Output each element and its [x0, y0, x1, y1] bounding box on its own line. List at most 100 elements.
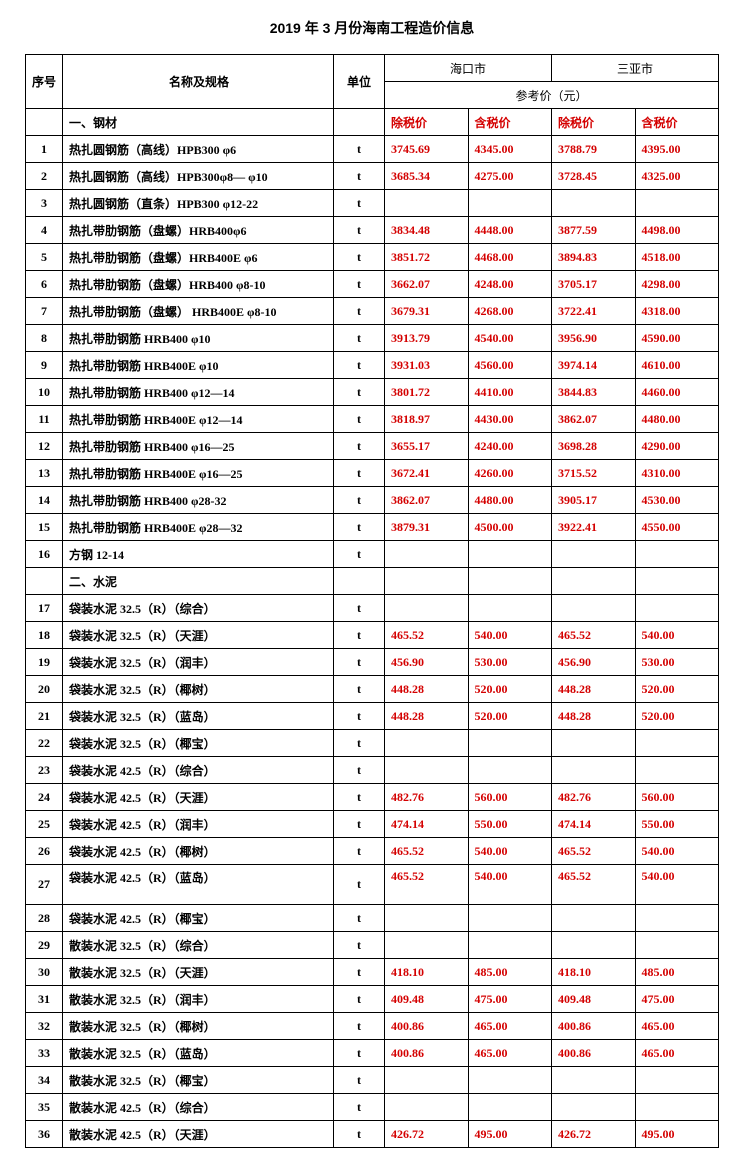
price-cell: 4290.00 [635, 433, 719, 460]
price-cell: 474.14 [385, 811, 469, 838]
price-cell [385, 541, 469, 568]
price-cell: 520.00 [635, 703, 719, 730]
table-row: 5热扎带肋钢筋（盘螺）HRB400E φ6t3851.724468.003894… [26, 244, 719, 271]
price-cell [635, 757, 719, 784]
name-cell: 热扎圆钢筋（高线）HPB300φ8— φ10 [63, 163, 334, 190]
price-cell: 4480.00 [468, 487, 552, 514]
name-cell: 方钢 12-14 [63, 541, 334, 568]
price-cell: 4395.00 [635, 136, 719, 163]
price-cell [552, 595, 636, 622]
price-cell: 3662.07 [385, 271, 469, 298]
price-cell [468, 905, 552, 932]
price-cell [635, 1094, 719, 1121]
name-cell: 散装水泥 32.5（R）（润丰） [63, 986, 334, 1013]
price-cell: 400.86 [385, 1013, 469, 1040]
table-row: 3热扎圆钢筋（直条）HPB300 φ12-22t [26, 190, 719, 217]
price-cell: 475.00 [635, 986, 719, 1013]
price-cell: 4540.00 [468, 325, 552, 352]
price-cell: 520.00 [468, 676, 552, 703]
price-cell: 560.00 [635, 784, 719, 811]
name-cell: 袋装水泥 42.5（R）（综合） [63, 757, 334, 784]
price-cell: 4430.00 [468, 406, 552, 433]
price-cell: 3956.90 [552, 325, 636, 352]
price-cell: 3974.14 [552, 352, 636, 379]
idx-cell: 30 [26, 959, 63, 986]
unit-cell: t [334, 1094, 385, 1121]
price-cell [552, 568, 636, 595]
price-cell [635, 595, 719, 622]
unit-cell: t [334, 959, 385, 986]
idx-cell: 29 [26, 932, 63, 959]
name-cell: 热扎带肋钢筋（盘螺）HRB400φ6 [63, 217, 334, 244]
price-cell [552, 932, 636, 959]
price-cell: 540.00 [635, 622, 719, 649]
table-row: 29散装水泥 32.5（R）（综合）t [26, 932, 719, 959]
price-cell [552, 905, 636, 932]
price-cell: 409.48 [385, 986, 469, 1013]
price-cell: 3862.07 [385, 487, 469, 514]
table-row: 22袋装水泥 32.5（R）（椰宝）t [26, 730, 719, 757]
price-cell: 3715.52 [552, 460, 636, 487]
name-cell: 散装水泥 32.5（R）（椰宝） [63, 1067, 334, 1094]
table-row: 9热扎带肋钢筋 HRB400E φ10t3931.034560.003974.1… [26, 352, 719, 379]
price-cell: 418.10 [385, 959, 469, 986]
price-cell: 3877.59 [552, 217, 636, 244]
price-cell: 418.10 [552, 959, 636, 986]
name-cell: 热扎带肋钢筋（盘螺） HRB400E φ8-10 [63, 298, 334, 325]
idx-cell: 33 [26, 1040, 63, 1067]
price-cell: 4345.00 [468, 136, 552, 163]
price-cell: 540.00 [468, 622, 552, 649]
section-label: 一、钢材 [63, 109, 334, 136]
name-cell: 热扎带肋钢筋 HRB400 φ16—25 [63, 433, 334, 460]
price-cell [635, 568, 719, 595]
idx-cell: 1 [26, 136, 63, 163]
idx-cell: 19 [26, 649, 63, 676]
price-cell [468, 1067, 552, 1094]
name-cell: 热扎带肋钢筋 HRB400E φ12—14 [63, 406, 334, 433]
price-cell [552, 190, 636, 217]
table-row: 14热扎带肋钢筋 HRB400 φ28-32t3862.074480.00390… [26, 487, 719, 514]
price-cell: 4298.00 [635, 271, 719, 298]
price-cell: 465.52 [385, 865, 469, 905]
page-title: 2019 年 3 月份海南工程造价信息 [25, 18, 719, 38]
price-cell [552, 1067, 636, 1094]
unit-cell: t [334, 1040, 385, 1067]
table-row: 30散装水泥 32.5（R）（天涯）t418.10485.00418.10485… [26, 959, 719, 986]
price-cell: 4268.00 [468, 298, 552, 325]
idx-cell: 4 [26, 217, 63, 244]
table-row: 34散装水泥 32.5（R）（椰宝）t [26, 1067, 719, 1094]
idx-cell: 7 [26, 298, 63, 325]
unit-cell: t [334, 905, 385, 932]
unit-cell: t [334, 541, 385, 568]
idx-cell: 16 [26, 541, 63, 568]
price-cell: 4275.00 [468, 163, 552, 190]
price-cell: 540.00 [635, 865, 719, 905]
name-cell: 热扎带肋钢筋 HRB400E φ16—25 [63, 460, 334, 487]
price-cell: 4310.00 [635, 460, 719, 487]
unit-cell: t [334, 406, 385, 433]
unit-cell: t [334, 730, 385, 757]
price-cell: 530.00 [635, 649, 719, 676]
table-header: 序号 名称及规格 单位 海口市 三亚市 参考价（元） [26, 55, 719, 109]
unit-cell: t [334, 622, 385, 649]
price-cell [385, 757, 469, 784]
unit-cell: t [334, 932, 385, 959]
price-cell: 4448.00 [468, 217, 552, 244]
name-cell: 热扎带肋钢筋 HRB400 φ12—14 [63, 379, 334, 406]
price-cell: 3922.41 [552, 514, 636, 541]
price-cell: 485.00 [468, 959, 552, 986]
price-cell: 3879.31 [385, 514, 469, 541]
price-cell: 4530.00 [635, 487, 719, 514]
unit-cell: t [334, 379, 385, 406]
price-cell: 4590.00 [635, 325, 719, 352]
price-cell: 4498.00 [635, 217, 719, 244]
unit-cell: t [334, 757, 385, 784]
price-cell [468, 190, 552, 217]
idx-cell: 31 [26, 986, 63, 1013]
idx-cell: 27 [26, 865, 63, 905]
unit-cell: t [334, 487, 385, 514]
price-cell [385, 1067, 469, 1094]
table-row: 16方钢 12-14t [26, 541, 719, 568]
price-cell: 540.00 [468, 838, 552, 865]
price-cell [635, 932, 719, 959]
